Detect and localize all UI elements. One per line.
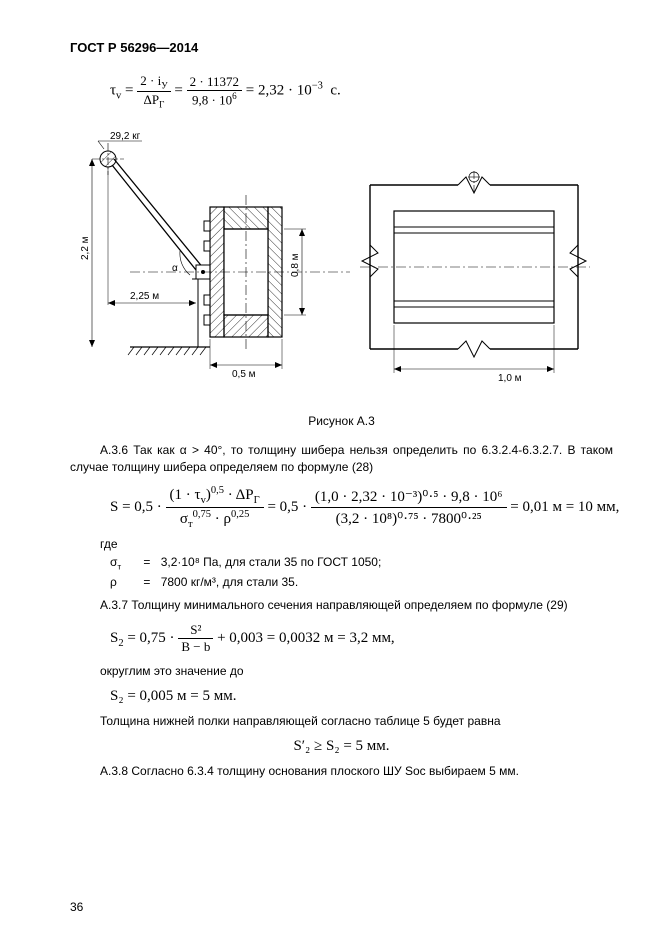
equation-tau: τv = 2 · iУ ΔPГ = 2 · 11372 9,8 · 106 = … — [110, 73, 613, 109]
para-a36: А.3.6 Так как α > 40°, то толщину шибера… — [70, 442, 613, 476]
dim-08m: 0,8 м — [290, 254, 301, 278]
para-round: округлим это значение до — [70, 663, 613, 680]
para-a37: А.3.7 Толщину минимального сечения напра… — [70, 597, 613, 614]
equation-s2: S2 = 0,75 · S² B − b + 0,003 = 0,0032 м … — [110, 622, 613, 655]
alpha-label: α — [172, 263, 178, 274]
where-label: где — [100, 537, 613, 551]
weight-label: 29,2 кг — [110, 131, 141, 142]
page-number: 36 — [70, 900, 83, 914]
dim-10m: 1,0 м — [498, 373, 522, 384]
para-a38: А.3.8 Согласно 6.3.4 толщину основания п… — [70, 763, 613, 780]
figure-caption: Рисунок А.3 — [70, 414, 613, 428]
equation-s: S = 0,5 · (1 · τv)0,5 · ΔPГ σт0,75 · ρ0,… — [110, 484, 613, 531]
dim-225m: 2,25 м — [130, 291, 159, 302]
figure-a3: 29,2 кг α — [70, 125, 613, 408]
def-sigma: σт = 3,2·10⁸ Па, для стали 35 по ГОСТ 10… — [110, 555, 613, 571]
standard-header: ГОСТ Р 56296—2014 — [70, 40, 613, 55]
para-lower-shelf: Толщина нижней полки направляющей соглас… — [70, 713, 613, 730]
dim-22m: 2,2 м — [80, 237, 91, 261]
figure-svg: 29,2 кг α — [70, 125, 600, 405]
document-page: ГОСТ Р 56296—2014 τv = 2 · iУ ΔPГ = 2 · … — [0, 0, 661, 936]
eq1-sub-v: v — [116, 91, 121, 102]
dim-05m: 0,5 м — [232, 369, 256, 380]
def-rho: ρ = 7800 кг/м³, для стали 35. — [110, 575, 613, 589]
equation-s2-rounded: S₂ = 0,005 м = 5 мм. — [110, 688, 613, 705]
equation-s2-prime: S′₂ ≥ S₂ = 5 мм. — [70, 738, 613, 755]
